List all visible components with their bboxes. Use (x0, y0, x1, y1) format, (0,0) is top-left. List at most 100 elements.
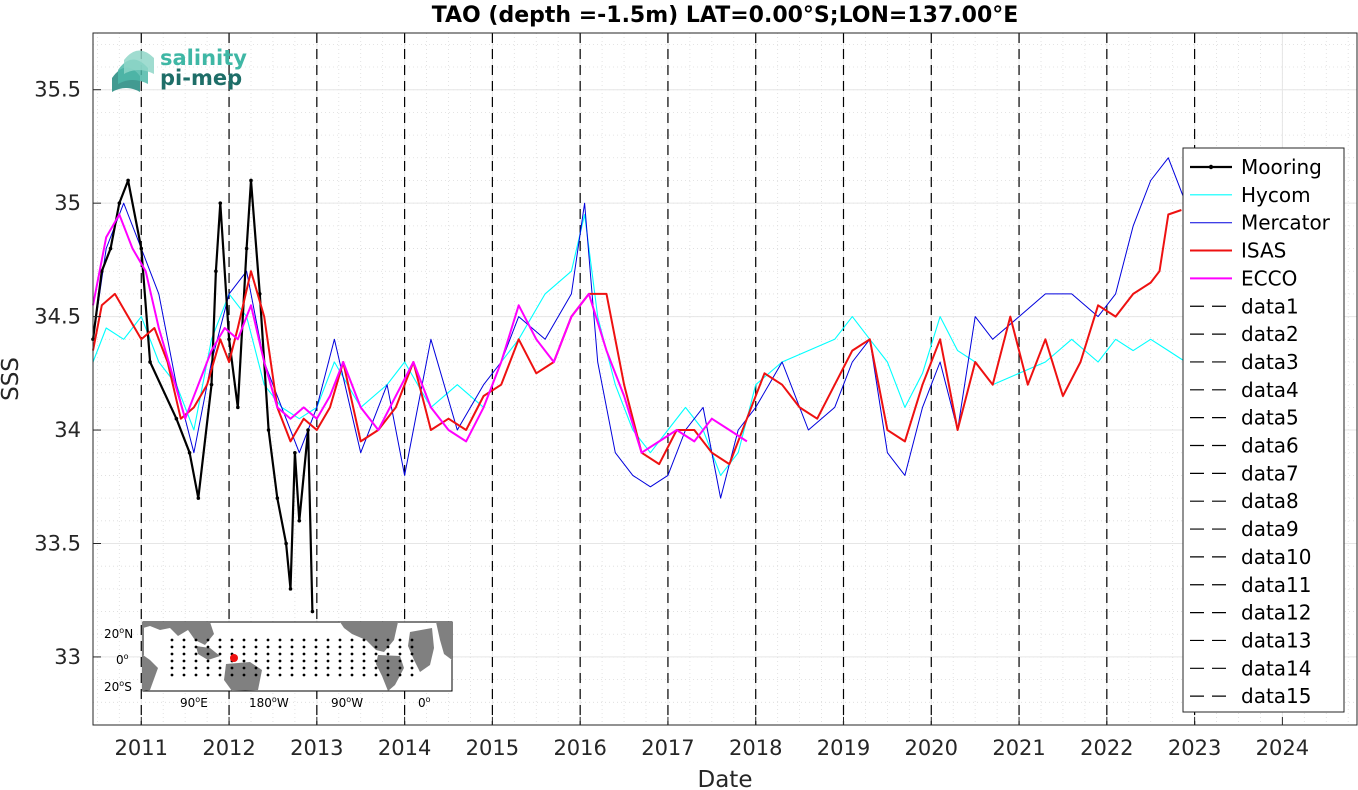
series-point-mooring (236, 405, 240, 410)
inset-mooring-dot (170, 666, 174, 670)
inset-mooring-dot (410, 638, 414, 642)
series-point-mooring (284, 541, 288, 546)
legend-marker-mooring (1208, 164, 1214, 170)
legend-label-data4: data4 (1241, 378, 1299, 402)
inset-lon-label-180w: 180oW (249, 695, 289, 710)
inset-mooring-dot (350, 645, 354, 649)
y-tick-label: 33.5 (34, 531, 81, 555)
x-tick-label: 2012 (202, 736, 255, 760)
inset-mooring-dot (350, 659, 354, 663)
inset-mooring-dot (398, 638, 402, 642)
legend-label-mercator: Mercator (1241, 211, 1331, 235)
y-tick-label: 34.5 (34, 305, 81, 329)
legend-label-ecco: ECCO (1241, 266, 1297, 290)
inset-mooring-dot (278, 673, 282, 677)
legend-label-data1: data1 (1241, 294, 1299, 318)
inset-mooring-dot (302, 645, 306, 649)
series-line-mooring (91, 179, 314, 612)
series-point-mooring (249, 178, 253, 183)
inset-mooring-dot (254, 652, 258, 656)
inset-mooring-dot (302, 652, 306, 656)
inset-mooring-dot (242, 638, 246, 642)
inset-lat-label-n: 20oN (104, 626, 133, 641)
inset-mooring-dot (290, 673, 294, 677)
inset-mooring-dot (338, 673, 342, 677)
inset-mooring-dot (374, 638, 378, 642)
inset-mooring-dot (338, 645, 342, 649)
inset-mooring-dot (314, 673, 318, 677)
inset-mooring-dot (242, 659, 246, 663)
axes-box (92, 32, 1358, 726)
inset-mooring-dot (206, 638, 210, 642)
inset-mooring-dot (410, 666, 414, 670)
inset-mooring-dot (218, 645, 222, 649)
series-point-mooring (214, 269, 218, 274)
inset-mooring-dot (302, 666, 306, 670)
inset-mooring-dot (386, 652, 390, 656)
inset-mooring-dot (386, 666, 390, 670)
legend-label-data6: data6 (1241, 434, 1299, 458)
inset-mooring-dot (266, 659, 270, 663)
series-line-ecco (92, 213, 748, 454)
inset-mooring-dot (290, 638, 294, 642)
x-tick-label: 2020 (905, 736, 958, 760)
inset-mooring-dot (326, 638, 330, 642)
series-point-mooring (99, 269, 104, 274)
series-point-mooring (306, 428, 310, 432)
series-point-mooring (196, 496, 201, 500)
series-layer (91, 157, 1187, 614)
inset-mooring-dot (182, 659, 186, 663)
inset-mooring-dot (374, 666, 378, 670)
x-tick-label: 2015 (466, 736, 519, 760)
inset-mooring-dot (410, 659, 414, 663)
inset-mooring-dot (302, 673, 306, 677)
inset-mooring-dot (362, 638, 366, 642)
inset-mooring-dot (254, 638, 258, 642)
inset-mooring-dot (374, 645, 378, 649)
legend-box (1182, 147, 1345, 713)
inset-mooring-dot (278, 666, 282, 670)
inset-mooring-dot (314, 666, 318, 670)
series-point-mooring (148, 360, 152, 364)
inset-lat-label-eq: 0o (116, 652, 129, 667)
series-point-mooring (275, 496, 280, 500)
x-tick-label: 2011 (115, 736, 168, 760)
series-point-mooring (187, 450, 192, 455)
series-point-mooring (288, 587, 293, 591)
inset-mooring-dot (386, 673, 390, 677)
inset-mooring-dot (230, 673, 234, 677)
inset-mooring-dot (218, 652, 222, 656)
legend: Mooring Hycom Mercator ISAS ECCO data1 data2 da… (1182, 147, 1345, 713)
inset-mooring-dot (182, 652, 186, 656)
inset-mooring-dot (254, 659, 258, 663)
legend-label-hycom: Hycom (1241, 183, 1311, 207)
inset-mooring-dot (362, 659, 366, 663)
inset-mooring-dot (254, 645, 258, 649)
inset-mooring-dot (326, 666, 330, 670)
inset-mooring-dot (398, 673, 402, 677)
inset-mooring-dot (338, 638, 342, 642)
inset-mooring-dot (194, 652, 198, 656)
inset-mooring-dot (206, 659, 210, 663)
inset-mooring-dot (302, 659, 306, 663)
series-point-mooring (293, 450, 297, 455)
x-tick-label: 2013 (290, 736, 343, 760)
inset-map-frame (142, 621, 453, 692)
inset-mooring-dot (350, 666, 354, 670)
inset-mooring-dot (254, 673, 258, 677)
y-axis-ticks: 33 33.5 34 34.5 35 35.5 (34, 78, 101, 669)
inset-mooring-dot (314, 659, 318, 663)
inset-mooring-dot (242, 666, 246, 670)
legend-label-data7: data7 (1241, 461, 1299, 485)
y-tick-label: 34 (54, 418, 81, 442)
legend-label-isas: ISAS (1241, 239, 1286, 263)
inset-mooring-dot (326, 652, 330, 656)
inset-mooring-dot (314, 645, 318, 649)
inset-mooring-dot (182, 666, 186, 670)
inset-mooring-dot (374, 659, 378, 663)
logo-waves-icon (112, 50, 154, 92)
inset-mooring-dot (266, 673, 270, 677)
inset-mooring-dots (170, 638, 414, 677)
x-tick-label: 2017 (641, 736, 694, 760)
